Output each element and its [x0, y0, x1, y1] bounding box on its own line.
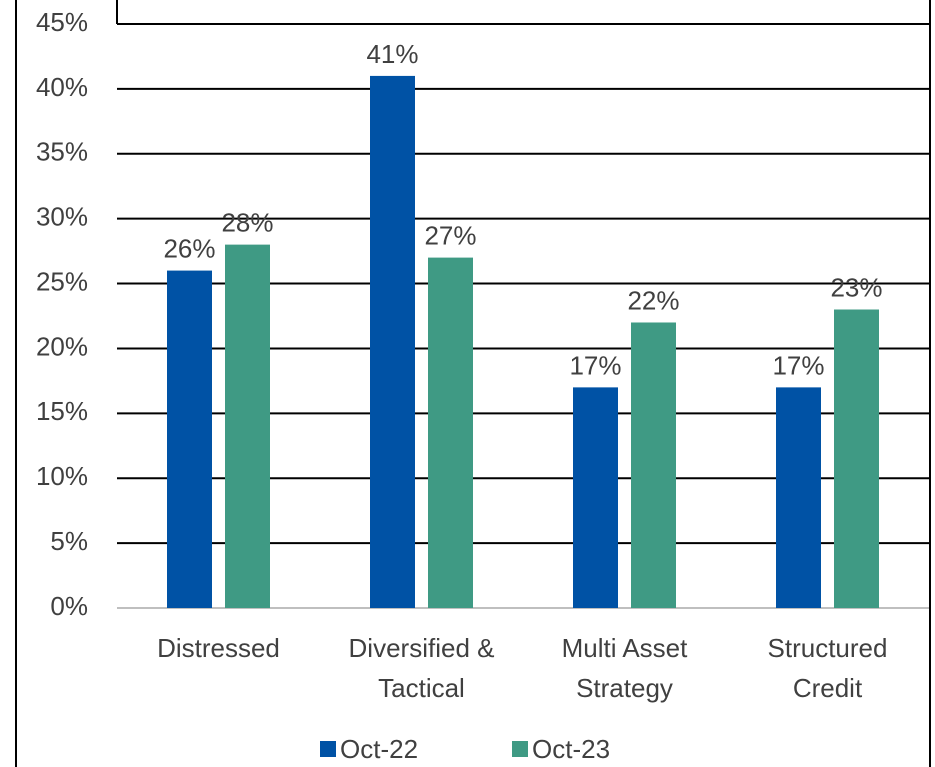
- y-tick-label: 10%: [36, 461, 88, 491]
- legend-swatch: [320, 741, 336, 757]
- data-label: 27%: [424, 220, 476, 250]
- y-tick-label: 30%: [36, 202, 88, 232]
- legend-label: Oct-22: [340, 734, 418, 764]
- bar: [225, 244, 270, 608]
- bar: [573, 387, 618, 608]
- y-tick-label: 40%: [36, 72, 88, 102]
- x-tick-label: Diversified & Tactical: [348, 633, 495, 703]
- legend-label: Oct-23: [532, 734, 610, 764]
- y-tick-label: 15%: [36, 396, 88, 426]
- bar: [370, 75, 415, 608]
- bar: [776, 387, 821, 608]
- bar: [428, 257, 473, 608]
- chart-border: [15, 0, 931, 767]
- x-tick-label: Structured Credit: [767, 633, 888, 703]
- data-label: 26%: [163, 233, 215, 263]
- data-label: 23%: [830, 272, 882, 302]
- x-tick-label: Multi Asset Strategy: [561, 633, 688, 703]
- bar: [834, 309, 879, 608]
- legend-swatch: [512, 741, 528, 757]
- y-tick-label: 20%: [36, 331, 88, 361]
- data-label: 17%: [772, 350, 824, 380]
- data-label: 41%: [366, 39, 418, 69]
- bar: [167, 270, 212, 608]
- x-tick-label: Distressed: [157, 633, 280, 663]
- data-label: 28%: [221, 207, 273, 237]
- bar: [631, 322, 676, 608]
- y-tick-label: 0%: [50, 591, 88, 621]
- y-tick-label: 25%: [36, 266, 88, 296]
- data-label: 17%: [569, 350, 621, 380]
- y-tick-label: 45%: [36, 7, 88, 37]
- y-tick-label: 5%: [50, 526, 88, 556]
- data-label: 22%: [627, 285, 679, 315]
- y-tick-label: 35%: [36, 137, 88, 167]
